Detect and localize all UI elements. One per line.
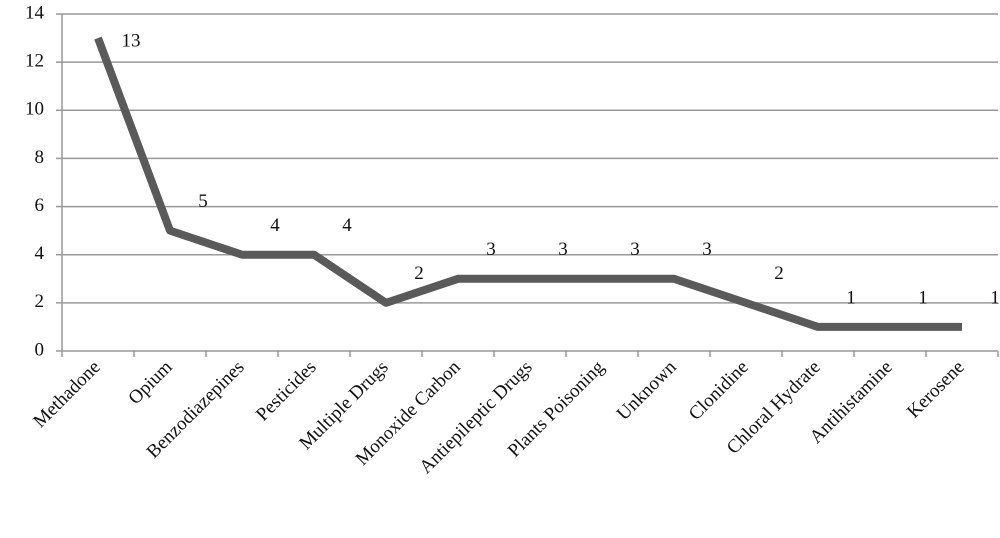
y-tick-label: 10 — [25, 99, 44, 120]
data-label: 1 — [990, 287, 1000, 308]
data-label: 4 — [342, 215, 352, 236]
x-tick-label: Opium — [124, 357, 176, 409]
data-label: 13 — [122, 30, 141, 51]
x-tick-label: Methadone — [29, 357, 104, 432]
data-label: 2 — [774, 263, 784, 284]
x-tick-label: Unknown — [613, 356, 681, 424]
y-tick-label: 4 — [35, 243, 45, 264]
y-tick-label: 8 — [35, 147, 45, 168]
x-tick-label: Clonidine — [685, 357, 753, 425]
y-tick-label: 14 — [25, 2, 45, 23]
data-label: 1 — [918, 287, 928, 308]
data-label: 2 — [414, 263, 424, 284]
data-label: 3 — [702, 239, 712, 260]
y-tick-label: 0 — [35, 339, 45, 360]
data-label: 3 — [486, 239, 496, 260]
data-label: 3 — [558, 239, 568, 260]
line-series — [94, 36, 962, 331]
data-label: 5 — [198, 191, 208, 212]
y-tick-label: 6 — [35, 195, 45, 216]
data-label: 1 — [846, 287, 856, 308]
data-label: 4 — [270, 215, 280, 236]
x-tick-label: Kerosene — [903, 357, 969, 423]
x-tick-label: Pesticides — [252, 357, 321, 426]
y-tick-label: 12 — [25, 51, 44, 72]
data-label: 3 — [630, 239, 640, 260]
y-tick-label: 2 — [35, 291, 45, 312]
